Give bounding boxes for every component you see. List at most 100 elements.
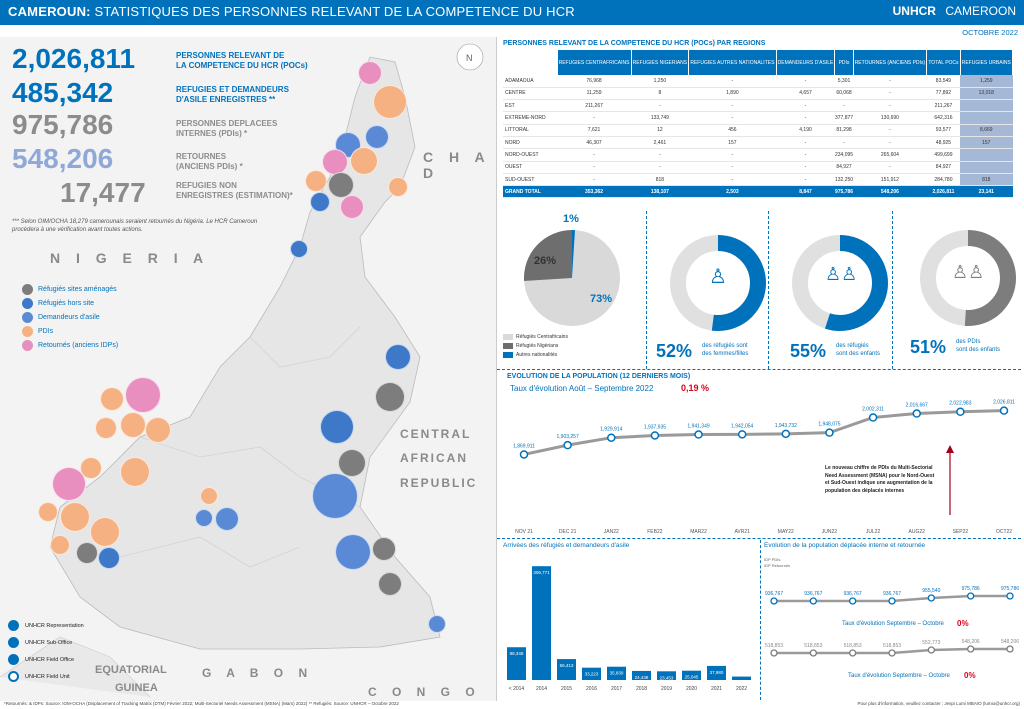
donut-children-label-2: sont des enfants bbox=[836, 351, 881, 357]
map-bubble bbox=[120, 412, 146, 438]
evolution-value-label: 1,941,349 bbox=[687, 424, 709, 430]
kf-refugees-value: 485,342 bbox=[12, 77, 114, 108]
logos: UNHCR CAMEROON bbox=[893, 4, 1016, 18]
idp-point bbox=[809, 597, 817, 605]
annotation-arrow-head bbox=[946, 445, 954, 453]
donut-arc bbox=[792, 235, 888, 331]
table-cell: - bbox=[688, 173, 777, 187]
idp-rate2-value: 0% bbox=[964, 671, 976, 680]
idp-value-label: 936,767 bbox=[765, 591, 783, 597]
table-cell: - bbox=[688, 161, 777, 174]
legend-swatch bbox=[22, 283, 33, 295]
map-bubble bbox=[120, 457, 150, 487]
map-bubble bbox=[50, 535, 70, 555]
map-bubble bbox=[195, 509, 213, 527]
returnee-point bbox=[770, 649, 778, 657]
table-region-cell: NORD bbox=[503, 136, 557, 150]
evolution-month-label: JUL22 bbox=[866, 529, 881, 535]
arrival-bar bbox=[707, 665, 726, 680]
arrival-bar bbox=[732, 676, 751, 680]
kf-refugees-label: REFUGIES ET DEMANDEURS D'ASILE ENREGISTRE… bbox=[176, 85, 289, 105]
office-legend-label: UNHCR Field Unit bbox=[25, 673, 70, 680]
donut-women-label-2: des femmes/filles bbox=[702, 351, 749, 357]
arrival-bar bbox=[607, 666, 626, 680]
map-bubble bbox=[305, 170, 327, 192]
evolution-point bbox=[650, 431, 660, 440]
evolution-point bbox=[825, 428, 834, 437]
idp-value-label: 975,786 bbox=[1001, 586, 1019, 592]
evolution-point bbox=[519, 450, 529, 459]
returnee-point bbox=[809, 649, 817, 657]
idp-value-label: 936,767 bbox=[844, 591, 862, 597]
report-date: OCTOBRE 2022 bbox=[962, 28, 1018, 37]
donut-arc bbox=[920, 230, 1016, 326]
table-header-cell: RETOURNES (ANCIENS PDIs) bbox=[853, 50, 928, 75]
table-cell: 4,657 bbox=[776, 87, 835, 101]
table-cell: - bbox=[631, 161, 689, 174]
evolution-value-label: 1,942,054 bbox=[731, 423, 753, 429]
page-title: CAMEROUN: STATISTIQUES DES PERSONNES REL… bbox=[8, 4, 575, 19]
map-bubble bbox=[428, 615, 446, 633]
table-cell: 818 bbox=[631, 173, 689, 187]
map-bubble bbox=[375, 382, 405, 412]
arrival-bar-category: 2018 bbox=[636, 686, 647, 692]
map-bubble bbox=[215, 507, 239, 531]
office-unit-icon bbox=[8, 671, 19, 682]
evolution-value-label: 2,002,311 bbox=[862, 407, 884, 413]
evolution-month-label: SEP22 bbox=[953, 529, 969, 535]
idp-point bbox=[967, 592, 975, 600]
table-row: EST 211,267- - - - -211,267 bbox=[503, 99, 1013, 113]
arrival-bar bbox=[507, 647, 526, 680]
table-cell: 2,026,811 bbox=[926, 185, 961, 199]
legend-swatch bbox=[22, 311, 33, 323]
kf-idp-label-2: INTERNES (PDIs) * bbox=[176, 129, 248, 138]
arrival-bar-category: 2019 bbox=[661, 686, 672, 692]
table-cell: 132,250 bbox=[834, 173, 854, 187]
map-bubble bbox=[145, 417, 171, 443]
table-region-cell: GRAND TOTAL bbox=[503, 185, 557, 199]
kf-unregistered-label-2: ENREGISTRES (ESTIMATION)* bbox=[176, 191, 293, 200]
office-legend-item: UNHCR Field Unit bbox=[8, 668, 84, 685]
woman-icon: ♙ bbox=[709, 266, 727, 288]
table-region-cell: EXTREME-NORD bbox=[503, 111, 557, 125]
table-cell: - bbox=[557, 161, 632, 174]
kf-unregistered-value: 17,477 bbox=[60, 177, 146, 208]
idp-point bbox=[927, 594, 935, 602]
returnee-value-label: 518,853 bbox=[844, 643, 862, 649]
arrival-bar-value: 88,346 bbox=[510, 651, 524, 656]
table-cell: 76,968 bbox=[557, 75, 632, 88]
legend-label: PDIs bbox=[38, 327, 54, 335]
nationality-pie bbox=[524, 230, 620, 326]
children-idp-icon: ♙♙ bbox=[952, 262, 985, 282]
evolution-month-label: AUG22 bbox=[909, 529, 926, 535]
donut-women-label: des réfugiés sont des femmes/filles bbox=[702, 342, 748, 358]
arrival-bar-category: 2015 bbox=[561, 686, 572, 692]
table-cell: 12 bbox=[631, 124, 689, 137]
kf-total-label-2: LA COMPETENCE DU HCR (POCs) bbox=[176, 61, 308, 70]
pie-pct-other: 1% bbox=[563, 213, 579, 225]
office-legend: UNHCR Representation UNHCR Sub-Office UN… bbox=[8, 617, 84, 685]
evolution-point bbox=[781, 429, 791, 439]
arrival-bar bbox=[657, 671, 676, 680]
label-car-2: AFRICAN bbox=[400, 451, 468, 465]
map-legend: Réfugiés sites aménagés Réfugiés hors si… bbox=[22, 282, 118, 352]
evolution-point bbox=[563, 440, 572, 450]
table-row: SUD-OUEST -818- -132,250 151,912 284,780 818 bbox=[503, 173, 1013, 187]
evolution-value-label: 1,929,914 bbox=[600, 427, 622, 433]
pie-legend-item: Autres nationalités bbox=[503, 350, 568, 359]
donut-box-children bbox=[769, 211, 893, 369]
arrival-bar-value: 56,413 bbox=[560, 663, 574, 668]
evolution-rate-value: 0,19 % bbox=[681, 383, 710, 393]
arrival-bar-category: 2016 bbox=[586, 686, 597, 692]
arrival-bar-category: 2022 bbox=[736, 686, 747, 692]
donut-children-idps bbox=[920, 230, 1016, 326]
table-cell: 8 bbox=[631, 87, 689, 101]
arrival-bar bbox=[582, 667, 601, 680]
map-bubble bbox=[358, 61, 382, 85]
evolution-value-label: 2,026,811 bbox=[993, 400, 1015, 406]
idp-point bbox=[1006, 592, 1014, 600]
donut-women-refugees bbox=[670, 235, 766, 331]
evolution-point bbox=[737, 430, 747, 439]
table-cell bbox=[960, 111, 1013, 125]
table-cell: - bbox=[776, 111, 835, 125]
